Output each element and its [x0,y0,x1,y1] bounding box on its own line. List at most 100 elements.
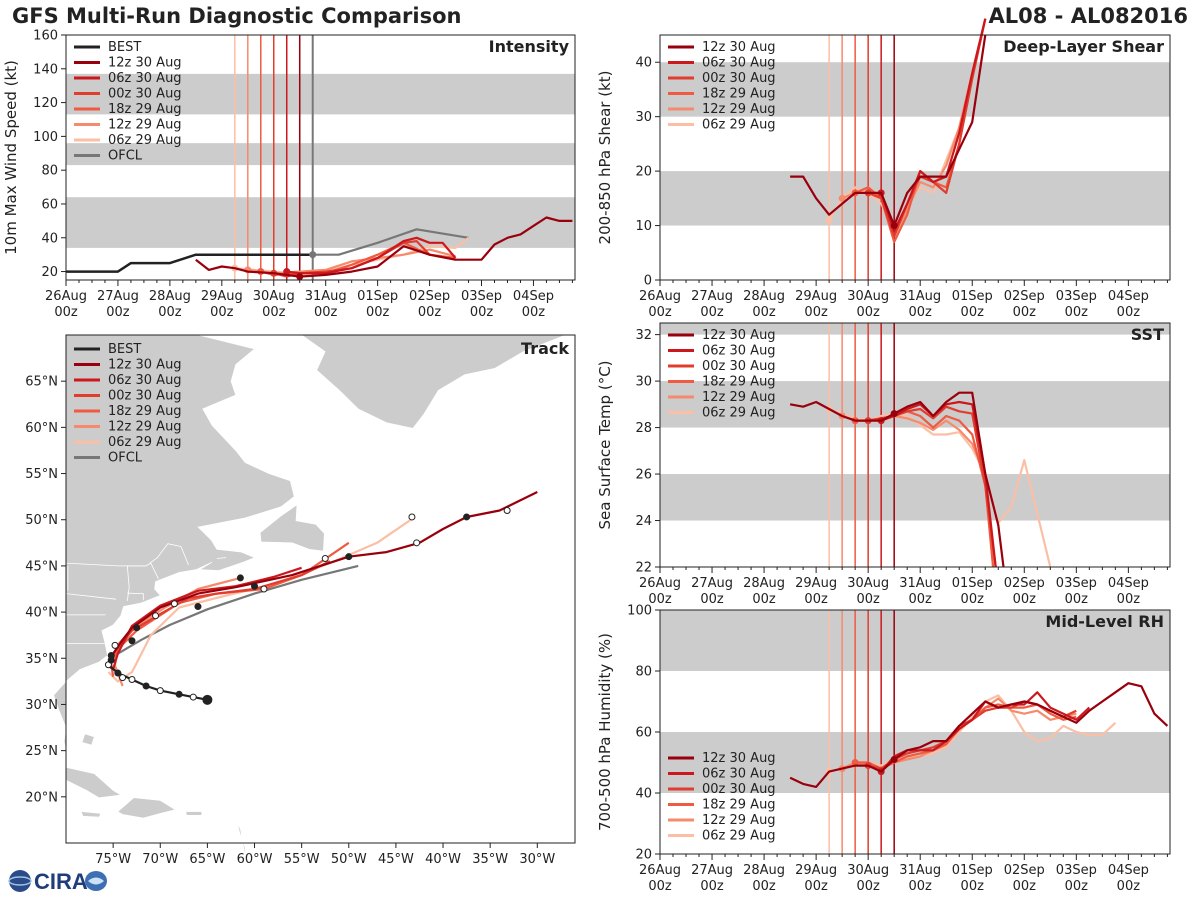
shear-chart: 01020304026Aug00z27Aug00z28Aug00z29Aug00… [596,18,1171,320]
init-point [838,194,846,202]
x-tick-date: 28Aug [743,289,785,304]
lon-tick-label: 35°W [472,852,508,867]
y-tick-label: 120 [33,96,58,111]
shaded-band [660,62,1170,117]
track-best [104,656,213,705]
boundary-line [126,565,130,588]
x-tick-hour: 00z [314,305,338,320]
hispaniola-land [117,797,177,819]
shaded-band [660,171,1170,226]
legend-label: 06z 30 Aug [702,344,776,359]
legend-label: 12z 30 Aug [702,751,776,766]
lon-tick-label: 50°W [331,852,367,867]
legend-label: 12z 29 Aug [108,420,182,435]
x-tick-date: 02Sep [1004,576,1045,591]
lon-tick-label: 65°W [189,852,225,867]
legend-label: 12z 30 Aug [108,358,182,373]
x-tick-hour: 00z [700,305,724,320]
x-tick-hour: 00z [961,592,985,607]
x-tick-date: 02Sep [1004,289,1045,304]
storm-id-title: AL08 - AL082016 [988,4,1189,28]
series-line [789,682,1169,788]
x-tick-date: 02Sep [1004,863,1045,878]
legend-label: 18z 29 Aug [702,375,776,390]
x-tick-date: 03Sep [1056,576,1097,591]
x-tick-hour: 00z [700,592,724,607]
track-12z-30-aug [107,491,538,664]
rh-chart: 2040608010026Aug00z27Aug00z28Aug00z29Aug… [596,604,1171,894]
x-tick-hour: 00z [262,305,286,320]
y-tick-label: 80 [635,665,652,680]
x-tick-date: 28Aug [743,576,785,591]
greenland-land [300,334,566,429]
series-line [828,694,1117,773]
x-tick-date: 31Aug [899,863,941,878]
forecast-day-point [463,513,471,521]
init-point [296,273,304,281]
x-tick-hour: 00z [648,879,672,894]
shaded-band [66,197,575,248]
x-tick-hour: 00z [752,879,776,894]
forecast-day-point [152,612,160,620]
forecast-day-point [413,539,421,547]
x-tick-hour: 00z [522,305,546,320]
legend-label: 18z 29 Aug [702,798,776,813]
legend-label: BEST [108,40,141,55]
legend-label: 12z 29 Aug [702,102,776,117]
plot-frame [65,34,576,281]
series-12z-30-aug [789,682,1169,788]
boundary-line [126,587,130,602]
x-tick-hour: 00z [1013,879,1037,894]
north-america-land [53,334,295,751]
x-tick-date: 31Aug [305,289,347,304]
legend-label: OFCL [108,149,143,164]
x-tick-hour: 00z [804,879,828,894]
x-tick-date: 02Sep [409,289,450,304]
shaded-band [660,474,1170,521]
x-tick-hour: 00z [700,879,724,894]
legend-label: OFCL [108,451,143,466]
cuba-land [65,766,122,799]
legend-label: 18z 29 Aug [108,404,182,419]
lat-tick-label: 25°N [25,744,58,759]
track-point [156,687,164,695]
legend-label: 00z 30 Aug [702,359,776,374]
track-point [142,682,150,690]
plot-frame [659,322,1171,568]
series-line [867,18,987,238]
y-tick-label: 140 [33,62,58,77]
forecast-day-point [321,555,329,563]
lat-tick-label: 65°N [25,375,58,390]
panel-title: SST [1131,325,1164,344]
track-point [202,694,213,705]
y-tick-label: 26 [635,468,652,483]
y-axis-label: Sea Surface Temp (°C) [596,360,614,529]
x-tick-date: 04Sep [1108,863,1149,878]
lat-tick-label: 50°N [25,513,58,528]
x-tick-date: 27Aug [97,289,139,304]
cira-logo: CIRA [8,869,107,894]
lon-tick-label: 75°W [95,852,131,867]
x-tick-hour: 00z [752,305,776,320]
track-line [107,491,538,664]
track-line [107,566,302,671]
legend-label: 18z 29 Aug [702,87,776,102]
x-tick-date: 29Aug [795,576,837,591]
shaded-band [660,323,1170,335]
x-tick-hour: 00z [961,879,985,894]
x-tick-date: 30Aug [847,289,889,304]
legend-label: 12z 30 Aug [702,328,776,343]
x-tick-date: 03Sep [1056,289,1097,304]
series-12z-30-aug [789,391,1005,568]
x-tick-date: 30Aug [847,863,889,878]
x-tick-hour: 00z [648,592,672,607]
legend-label: 06z 29 Aug [108,133,182,148]
page-title: GFS Multi-Run Diagnostic Comparison [12,4,462,28]
boundary-line [216,557,227,559]
x-tick-hour: 00z [856,879,880,894]
x-tick-date: 27Aug [691,576,733,591]
series-12z-30-aug [790,34,987,230]
panel-title: Deep-Layer Shear [1003,37,1164,56]
legend-label: 18z 29 Aug [108,102,182,117]
x-tick-date: 26Aug [45,289,87,304]
